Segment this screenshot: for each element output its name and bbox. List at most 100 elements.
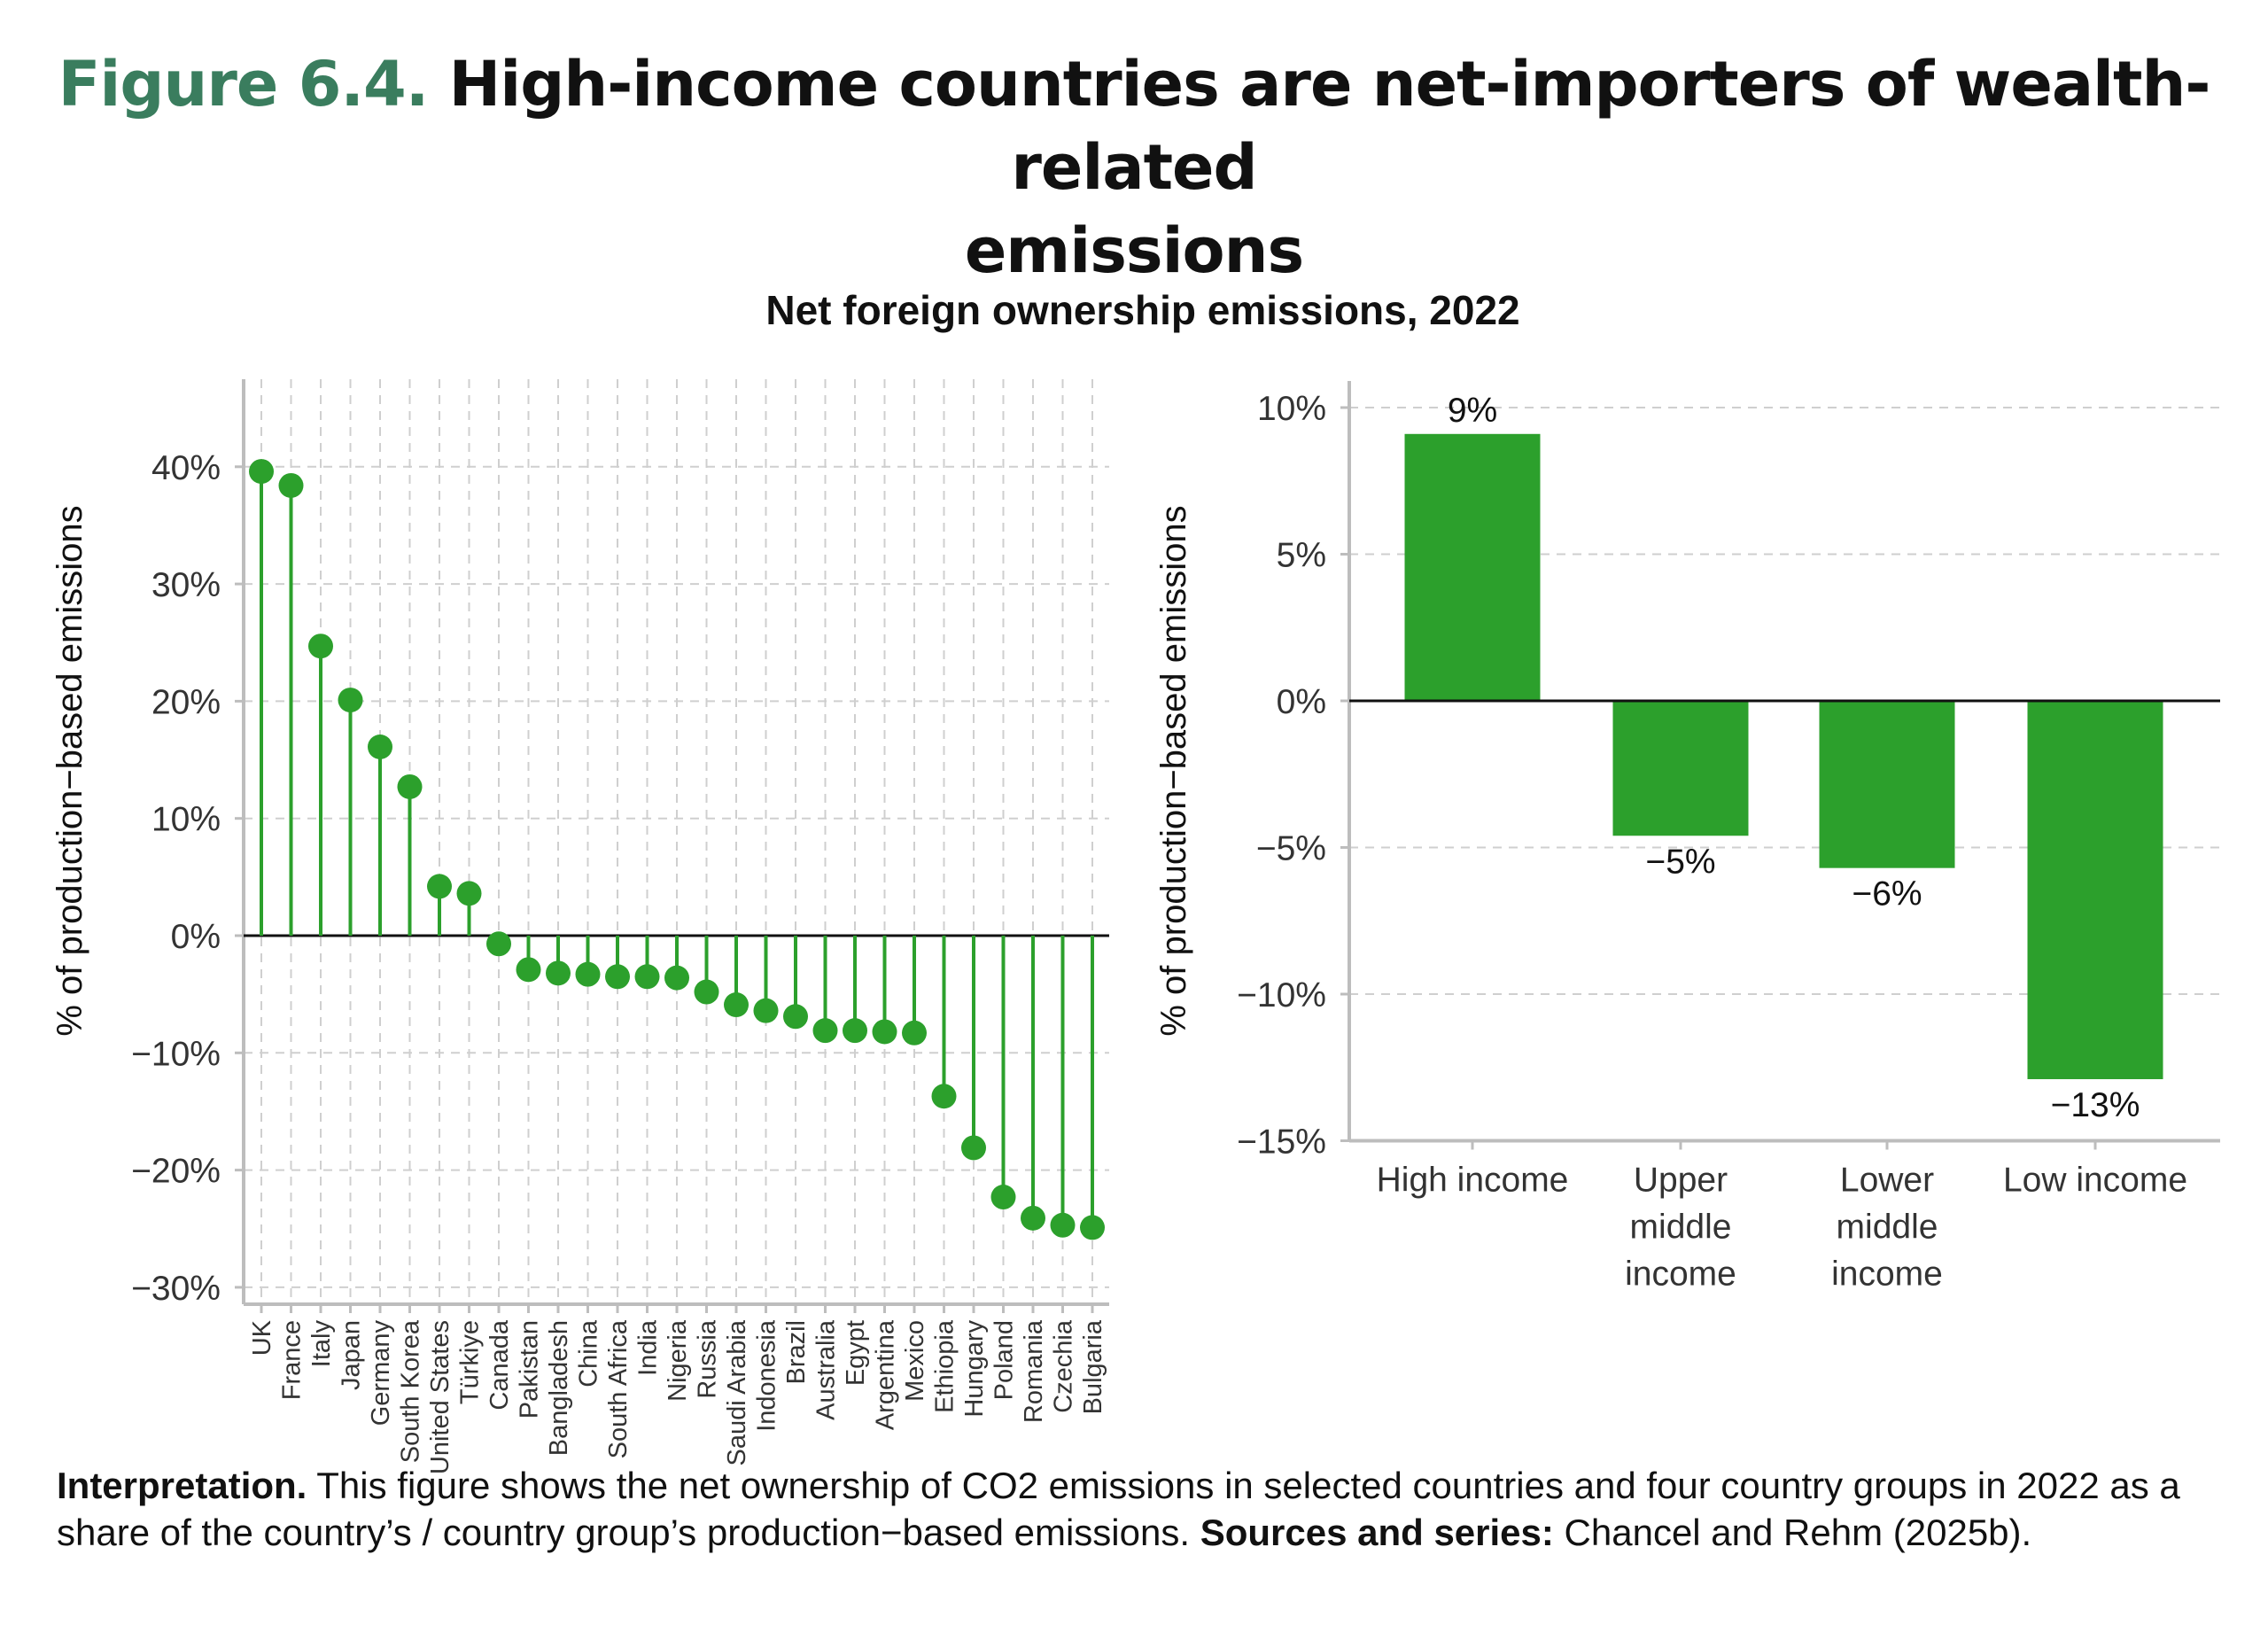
x-tick-label: Lower (1840, 1162, 1934, 1200)
x-tick-label: Egypt (842, 1320, 870, 1386)
y-tick-label: −20% (131, 1153, 221, 1191)
lollipop-point (694, 979, 719, 1005)
x-tick-label: Ethiopia (931, 1319, 959, 1413)
lollipop-point (753, 998, 779, 1023)
lollipop-point (990, 1185, 1016, 1210)
lollipop-point (812, 1018, 838, 1044)
figure-title: Figure 6.4. High-income countries are ne… (0, 43, 2268, 292)
x-tick-label: Bangladesh (545, 1320, 573, 1456)
bar-chart: % of production−based emissions −15% −10%… (1154, 381, 2220, 1294)
x-tick-label: middle (1837, 1209, 1938, 1247)
figure-title-line2: emissions (964, 214, 1304, 287)
y-tick-label: 10% (151, 801, 221, 839)
lollipop-point (724, 992, 749, 1018)
x-tick-label: Germany (367, 1320, 395, 1426)
x-tick-label: Low income (2003, 1162, 2187, 1200)
y-tick-label: −10% (1237, 976, 1326, 1014)
y-tick-label: 0% (1277, 683, 1326, 721)
lollipop-point (546, 960, 571, 986)
y-tick-label: 5% (1277, 537, 1326, 575)
x-tick-label: Canada (485, 1319, 514, 1410)
x-tick-label: Pakistan (516, 1320, 544, 1419)
x-tick-label: Japan (338, 1320, 366, 1390)
x-tick-label: Nigeria (664, 1319, 692, 1402)
bar (1612, 701, 1749, 836)
bar (1819, 701, 1955, 868)
y-tick-label: 20% (151, 683, 221, 721)
lollipop-point (516, 957, 541, 983)
x-tick-label: Türkiye (456, 1320, 485, 1404)
lollipop-point (931, 1084, 957, 1109)
y-tick-label: −30% (131, 1270, 221, 1308)
left-y-axis-title: % of production−based emissions (50, 505, 89, 1036)
x-tick-label: Bulgaria (1079, 1319, 1107, 1414)
x-tick-label: South Korea (397, 1319, 425, 1463)
lollipop-chart: % of production−based emissions −30% −20%… (50, 379, 1109, 1474)
bar-data-label: −13% (2051, 1086, 2140, 1124)
y-tick-label: 40% (151, 449, 221, 487)
interpretation-label: Interpretation. (57, 1465, 307, 1506)
lollipop-point (1080, 1215, 1105, 1240)
lollipop-point (575, 961, 601, 987)
x-tick-label: India (634, 1319, 663, 1376)
figure-number: Figure 6.4. (58, 48, 430, 120)
lollipop-point (634, 964, 660, 990)
lollipop-point (278, 472, 304, 498)
y-tick-label: −5% (1256, 830, 1326, 868)
chart-title: Net foreign ownership emissions, 2022 (765, 287, 1519, 333)
x-tick-label: middle (1630, 1209, 1732, 1247)
lollipop-point (486, 931, 511, 957)
y-tick-label: −15% (1237, 1123, 1326, 1162)
lollipop-point (783, 1004, 808, 1030)
x-tick-label: Hungary (960, 1320, 989, 1418)
y-tick-label: −10% (131, 1035, 221, 1073)
lollipop-point (308, 634, 333, 659)
bar-data-label: 9% (1448, 392, 1497, 430)
x-tick-label: income (1831, 1255, 1943, 1294)
interpretation-text: This figure shows the net ownership of C… (57, 1465, 2180, 1553)
x-tick-label: China (575, 1319, 603, 1388)
lollipop-point (1021, 1205, 1045, 1231)
lollipop-point (249, 459, 274, 485)
x-tick-label: UK (248, 1319, 276, 1356)
y-tick-label: 30% (151, 566, 221, 604)
x-tick-label: Italy (307, 1320, 336, 1368)
right-y-axis-title: % of production−based emissions (1154, 505, 1193, 1036)
y-tick-label: 10% (1257, 390, 1326, 428)
x-tick-label: Australia (812, 1319, 841, 1420)
lollipop-point (664, 965, 689, 991)
lollipop-point (368, 734, 392, 759)
x-tick-label: Russia (694, 1319, 722, 1399)
bar-data-label: −6% (1852, 875, 1922, 913)
x-tick-label: Indonesia (753, 1319, 781, 1432)
x-tick-label: United States (426, 1320, 454, 1474)
x-tick-label: Brazil (782, 1320, 811, 1385)
x-tick-label: Upper (1634, 1162, 1728, 1200)
y-tick-label: 0% (171, 918, 221, 956)
figure-title-line1: High-income countries are net-importers … (448, 48, 2211, 204)
lollipop-point (1050, 1212, 1076, 1238)
interpretation-note: Interpretation. This figure shows the ne… (57, 1462, 2218, 1556)
x-tick-label: France (278, 1320, 307, 1400)
bar (1404, 433, 1541, 701)
lollipop-point (961, 1135, 986, 1161)
x-tick-label: Mexico (901, 1320, 929, 1402)
lollipop-point (902, 1020, 927, 1046)
lollipop-point (605, 964, 630, 990)
x-tick-label: Poland (990, 1320, 1019, 1400)
lollipop-point (843, 1018, 867, 1044)
lollipop-point (456, 881, 482, 906)
lollipop-point (338, 688, 363, 713)
x-tick-label: Romania (1020, 1319, 1048, 1423)
x-tick-label: Czechia (1050, 1319, 1078, 1413)
lollipop-point (872, 1019, 897, 1045)
x-tick-label: Saudi Arabia (723, 1319, 751, 1465)
bar-data-label: −5% (1645, 843, 1715, 881)
lollipop-point (397, 773, 423, 799)
lollipop-point (427, 874, 452, 899)
x-tick-label: Argentina (872, 1319, 900, 1430)
x-tick-label: income (1625, 1255, 1736, 1294)
bar (2027, 701, 2163, 1079)
x-tick-label: South Africa (604, 1319, 633, 1458)
